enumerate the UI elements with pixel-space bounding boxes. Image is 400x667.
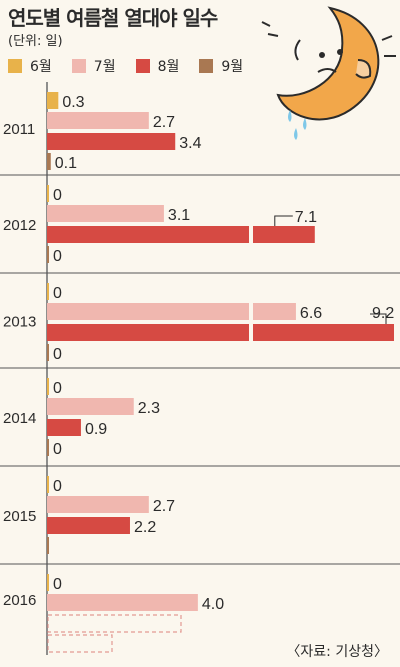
data-label: 9.2: [372, 305, 394, 322]
legend-item-july: 7월: [71, 56, 116, 76]
source-note: 〈자료: 기상청〉: [286, 644, 388, 660]
data-label: 6.6: [300, 305, 322, 322]
legend-item-june: 6월: [8, 56, 52, 76]
bar-2013-6월: [47, 283, 49, 300]
data-label: 0: [53, 576, 62, 593]
year-label: 2015: [3, 508, 36, 525]
data-label: 2.3: [138, 400, 160, 417]
bar-2014-8월: [47, 419, 81, 436]
data-label: 2.7: [153, 114, 175, 131]
legend-swatch-july: [71, 59, 86, 73]
bar-2012-8월: [47, 226, 315, 243]
data-label: 3.1: [168, 207, 190, 224]
data-label: 2.7: [153, 498, 175, 515]
unit-label: (단위: 일): [8, 34, 63, 49]
legend-item-september: 9월: [199, 56, 243, 76]
leader-line: [274, 215, 293, 226]
data-label: 0: [53, 248, 62, 265]
legend-label-july: 7월: [93, 59, 116, 75]
placeholder-bar: [47, 634, 113, 653]
year-label: 2013: [3, 314, 36, 331]
data-label: 0: [53, 441, 62, 458]
legend-label-august: 8월: [157, 59, 180, 75]
legend-label-september: 9월: [221, 59, 244, 75]
data-label: 0: [53, 285, 62, 302]
sweating-moon-illustration: [261, 6, 396, 140]
data-label: 0: [53, 380, 62, 397]
data-label: 4.0: [202, 596, 224, 613]
legend-label-june: 6월: [30, 59, 52, 75]
bar-2015-7월: [47, 496, 149, 513]
year-label: 2014: [3, 410, 36, 427]
bar-2015-6월: [47, 476, 49, 493]
year-label: 2011: [3, 121, 35, 138]
bar-break-mark: [249, 323, 253, 342]
bar-2012-7월: [47, 205, 164, 222]
bar-2012-6월: [47, 185, 49, 202]
leader-line: [370, 313, 387, 324]
bar-2012-9월: [47, 246, 49, 263]
bar-break-mark: [249, 302, 253, 321]
bar-2011-8월: [47, 133, 176, 150]
bar-2016-7월: [47, 594, 198, 611]
bar-2011-9월: [47, 153, 51, 170]
bar-2015-9월: [47, 537, 49, 554]
legend-swatch-june: [8, 59, 22, 73]
bar-2013-8월: [47, 324, 394, 341]
bar-2011-6월: [47, 92, 59, 109]
data-label: 0.9: [85, 421, 107, 438]
data-label: 7.1: [295, 209, 317, 226]
data-label: 3.4: [179, 135, 201, 152]
data-label: 0: [53, 346, 62, 363]
legend: 6월 7월 8월 9월: [8, 56, 257, 76]
placeholder-bar: [47, 614, 182, 633]
bar-2014-9월: [47, 439, 49, 456]
legend-swatch-september: [199, 59, 214, 73]
data-label: 0: [53, 187, 62, 204]
bar-2015-8월: [47, 517, 130, 534]
data-label: 2.2: [134, 519, 156, 536]
bar-2011-7월: [47, 112, 149, 129]
bar-break-mark: [249, 225, 253, 244]
legend-swatch-august: [135, 59, 150, 73]
bar-2016-6월: [47, 574, 49, 591]
data-label: 0: [53, 478, 62, 495]
bar-2014-6월: [47, 378, 49, 395]
year-label: 2012: [3, 217, 36, 234]
legend-item-august: 8월: [135, 56, 180, 76]
bar-2013-9월: [47, 344, 49, 361]
data-label: 0.1: [55, 155, 77, 172]
bar-2013-7월: [47, 303, 296, 320]
data-label: 0.3: [62, 94, 84, 111]
chart-title: 연도별 여름철 열대야 일수: [8, 6, 218, 30]
year-label: 2016: [3, 592, 36, 609]
bar-2014-7월: [47, 398, 134, 415]
